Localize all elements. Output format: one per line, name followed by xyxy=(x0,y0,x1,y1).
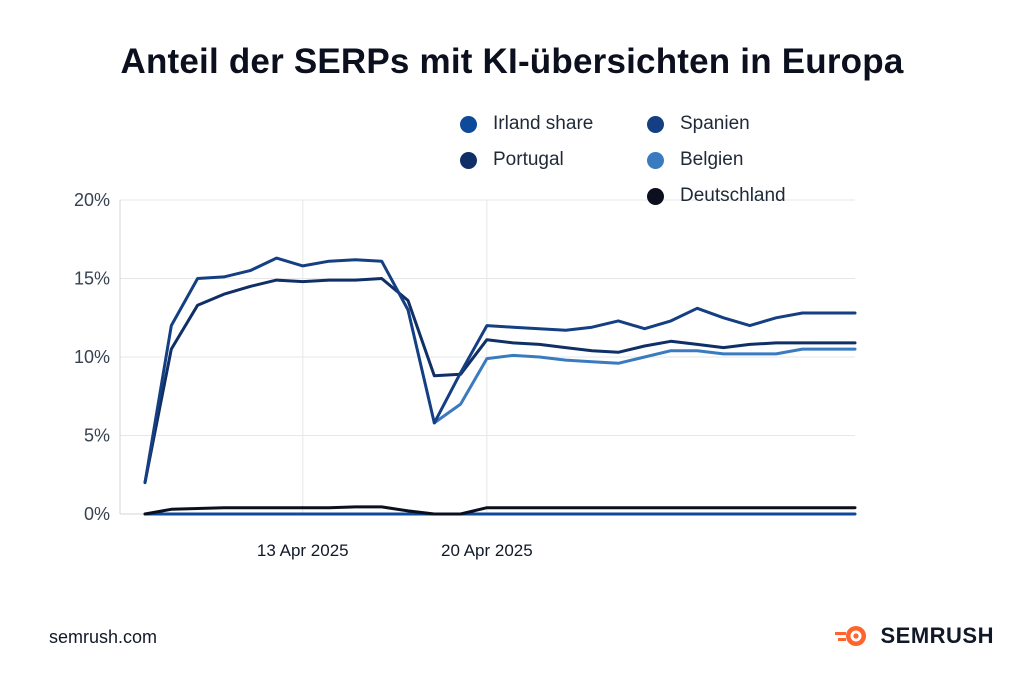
axes: 0% 5% 10% 15% 20% 13 Apr 2025 20 Apr 2025 xyxy=(74,190,855,560)
legend-swatch xyxy=(460,151,477,169)
legend-swatch xyxy=(460,115,477,133)
legend-item: Portugal xyxy=(460,148,647,172)
y-tick-label: 0% xyxy=(84,504,110,524)
legend-item: Spanien xyxy=(647,112,857,136)
legend-label: Portugal xyxy=(493,149,564,170)
y-tick-label: 10% xyxy=(74,347,110,367)
legend-swatch xyxy=(647,151,664,169)
legend-swatch xyxy=(647,187,664,205)
chart-title: Anteil der SERPs mit KI-übersichten in E… xyxy=(120,42,904,81)
x-tick-label: 13 Apr 2025 xyxy=(257,541,349,560)
series-line-portugal xyxy=(143,277,857,485)
legend-item: Belgien xyxy=(647,148,857,172)
grid xyxy=(120,199,855,515)
legend-label: Belgien xyxy=(680,149,744,170)
legend-label: Irland share xyxy=(493,113,594,134)
semrush-flame-icon xyxy=(835,626,867,646)
legend-swatch xyxy=(647,115,664,133)
y-tick-label: 20% xyxy=(74,190,110,210)
legend-label: Deutschland xyxy=(680,185,786,206)
series-line-spanien xyxy=(143,256,857,485)
legend-item: Deutschland xyxy=(647,184,857,208)
series-lines xyxy=(143,256,857,516)
brand-logo: SEMRUSH xyxy=(834,623,994,649)
y-tick-label: 5% xyxy=(84,426,110,446)
series-line-belgien xyxy=(432,347,857,425)
y-tick-label: 15% xyxy=(74,269,110,289)
legend-label: Spanien xyxy=(680,113,750,134)
source-label: semrush.com xyxy=(49,627,158,647)
x-tick-label: 20 Apr 2025 xyxy=(441,541,533,560)
chart-legend: Irland share Spanien Portugal Belgien Deutsc… xyxy=(460,112,857,208)
brand-name: SEMRUSH xyxy=(880,623,994,648)
series-line-deutschland xyxy=(143,505,857,516)
legend-item: Irland share xyxy=(460,112,647,136)
